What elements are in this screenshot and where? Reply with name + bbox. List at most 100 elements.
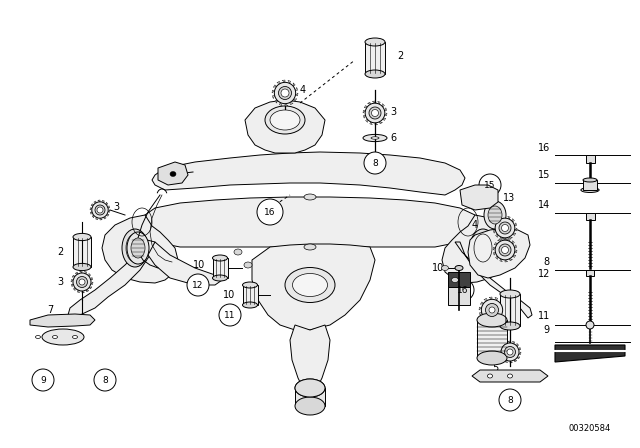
Ellipse shape <box>234 249 242 255</box>
Ellipse shape <box>52 336 58 339</box>
Text: 1: 1 <box>162 168 168 178</box>
Polygon shape <box>517 357 520 359</box>
Polygon shape <box>90 212 92 214</box>
Circle shape <box>501 343 519 361</box>
Polygon shape <box>509 237 513 239</box>
Polygon shape <box>98 200 100 202</box>
Text: 14: 14 <box>538 200 550 210</box>
Ellipse shape <box>500 290 520 298</box>
Polygon shape <box>372 101 375 103</box>
Bar <box>365 42 385 74</box>
Polygon shape <box>375 123 378 125</box>
Ellipse shape <box>42 329 84 345</box>
Text: 8: 8 <box>507 396 513 405</box>
Polygon shape <box>519 352 521 354</box>
Circle shape <box>479 174 501 196</box>
Ellipse shape <box>122 229 148 267</box>
Polygon shape <box>79 271 82 273</box>
Ellipse shape <box>243 302 257 308</box>
Polygon shape <box>519 347 521 350</box>
Ellipse shape <box>243 282 257 288</box>
Polygon shape <box>510 361 513 363</box>
Polygon shape <box>555 345 625 362</box>
Polygon shape <box>492 321 495 323</box>
Text: 2: 2 <box>492 303 498 313</box>
Polygon shape <box>502 238 505 240</box>
Polygon shape <box>90 208 92 210</box>
Text: 12: 12 <box>538 269 550 279</box>
Polygon shape <box>480 302 484 304</box>
Polygon shape <box>513 341 515 344</box>
Ellipse shape <box>127 232 149 264</box>
Polygon shape <box>499 349 501 352</box>
Ellipse shape <box>363 134 387 142</box>
Polygon shape <box>508 216 510 219</box>
Polygon shape <box>102 200 104 202</box>
Polygon shape <box>502 310 505 313</box>
Polygon shape <box>285 103 288 106</box>
Polygon shape <box>72 275 75 277</box>
Circle shape <box>586 321 594 329</box>
Polygon shape <box>508 341 510 343</box>
Polygon shape <box>272 90 275 93</box>
Ellipse shape <box>292 273 328 297</box>
Polygon shape <box>486 319 489 323</box>
Polygon shape <box>106 214 109 216</box>
Bar <box>477 320 507 358</box>
Bar <box>295 388 325 406</box>
Polygon shape <box>296 93 298 96</box>
Polygon shape <box>75 272 78 274</box>
Polygon shape <box>86 290 89 292</box>
Circle shape <box>369 107 381 119</box>
Ellipse shape <box>508 374 513 378</box>
Polygon shape <box>494 220 497 223</box>
Polygon shape <box>500 345 503 347</box>
Polygon shape <box>89 273 91 276</box>
Circle shape <box>371 109 378 116</box>
Text: 12: 12 <box>192 280 204 289</box>
Text: 9: 9 <box>40 375 46 384</box>
Polygon shape <box>513 255 516 258</box>
Ellipse shape <box>35 336 40 339</box>
Ellipse shape <box>488 206 502 224</box>
Polygon shape <box>479 312 482 316</box>
Circle shape <box>95 205 105 215</box>
Ellipse shape <box>212 255 227 261</box>
Circle shape <box>97 207 103 213</box>
Ellipse shape <box>295 397 325 415</box>
Polygon shape <box>385 113 387 116</box>
Polygon shape <box>290 103 293 105</box>
Ellipse shape <box>304 194 316 200</box>
Polygon shape <box>68 240 155 318</box>
Polygon shape <box>71 280 73 282</box>
Polygon shape <box>365 119 367 122</box>
Ellipse shape <box>583 178 597 182</box>
Text: 5: 5 <box>492 363 498 373</box>
Bar <box>73 237 91 267</box>
Ellipse shape <box>581 188 599 193</box>
Polygon shape <box>495 256 497 259</box>
Text: 16: 16 <box>538 143 550 153</box>
Text: 3: 3 <box>113 202 119 212</box>
Polygon shape <box>472 370 548 382</box>
Polygon shape <box>108 206 109 208</box>
Circle shape <box>486 303 499 316</box>
Circle shape <box>495 240 515 260</box>
Polygon shape <box>363 110 365 113</box>
Ellipse shape <box>455 266 463 271</box>
Circle shape <box>365 103 385 123</box>
Ellipse shape <box>73 263 91 271</box>
Text: 11: 11 <box>224 310 236 319</box>
Polygon shape <box>513 233 516 236</box>
Text: 15: 15 <box>484 181 496 190</box>
Polygon shape <box>364 115 365 118</box>
Polygon shape <box>495 297 498 301</box>
Polygon shape <box>508 238 510 241</box>
Polygon shape <box>30 314 95 327</box>
Text: 15: 15 <box>538 170 550 180</box>
Ellipse shape <box>285 267 335 302</box>
Ellipse shape <box>488 374 493 378</box>
Polygon shape <box>505 260 508 262</box>
Circle shape <box>77 276 88 288</box>
Circle shape <box>278 86 291 99</box>
